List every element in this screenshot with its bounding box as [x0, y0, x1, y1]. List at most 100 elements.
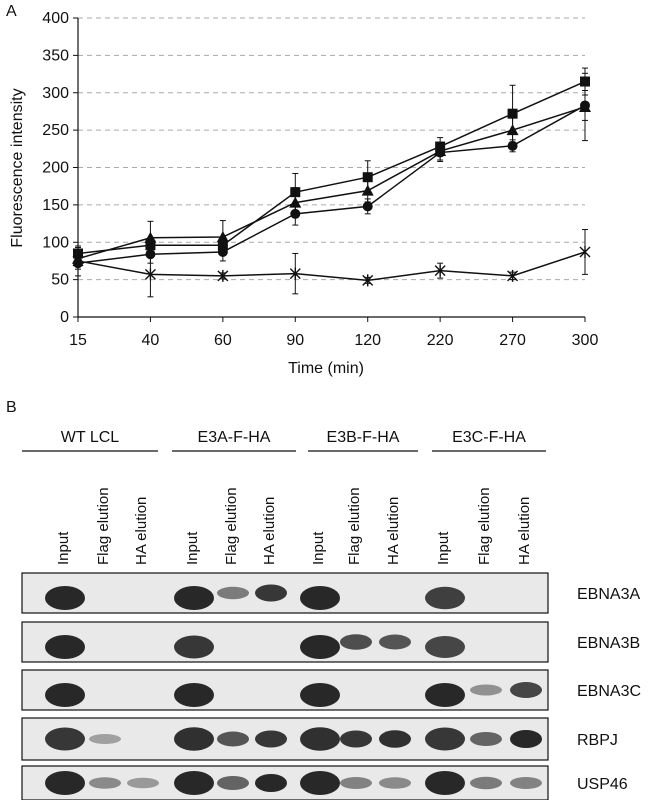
lane-label: Input: [310, 531, 327, 565]
data-point-circle: [217, 246, 228, 257]
series-line: [77, 80, 586, 255]
protein-band: [425, 586, 465, 610]
data-point-triangle: [144, 231, 157, 243]
protein-band: [217, 586, 249, 600]
protein-band: [89, 734, 121, 744]
y-tick-label: 100: [42, 234, 69, 251]
protein-band: [89, 777, 121, 789]
lane-label: Input: [435, 531, 452, 565]
lane-label: HA elution: [133, 497, 150, 565]
data-point-star: [217, 269, 229, 282]
protein-band: [300, 771, 340, 795]
group-label: E3C-F-HA: [452, 429, 526, 446]
protein-band: [510, 777, 542, 789]
x-tick-label: 120: [354, 332, 381, 349]
lane-label: HA elution: [516, 497, 533, 565]
series-star: [72, 229, 591, 298]
protein-band: [174, 771, 214, 795]
protein-band: [217, 776, 249, 790]
protein-band: [45, 683, 85, 707]
data-point-star: [289, 267, 301, 280]
x-tick-label: 220: [427, 332, 454, 349]
lane-label: Input: [184, 531, 201, 565]
data-point-square: [362, 172, 373, 183]
lane-label: Flag elution: [223, 487, 240, 565]
protein-band: [379, 634, 411, 650]
x-tick-label: 60: [214, 332, 232, 349]
blot-background: [21, 621, 549, 663]
protein-band: [255, 730, 287, 748]
lane-label: Flag elution: [346, 487, 363, 565]
blot-strip: [21, 717, 549, 761]
protein-band: [174, 683, 214, 707]
protein-band: [379, 730, 411, 748]
panel-b-label: B: [6, 399, 17, 416]
protein-band: [425, 727, 465, 751]
blot-label: USP46: [577, 776, 628, 793]
protein-band: [425, 771, 465, 795]
data-point-circle: [580, 100, 590, 111]
data-point-circle: [435, 147, 446, 158]
x-tick-label: 40: [142, 332, 160, 349]
group-label: WT LCL: [61, 429, 119, 446]
data-point-circle: [507, 140, 518, 151]
protein-band: [45, 586, 85, 610]
line-chart: 0 50 100 150 200 250 300 350 400 15 40 60 90 120 220 27…: [42, 10, 598, 349]
x-tick-label: 270: [499, 332, 526, 349]
y-tick-label: 150: [42, 197, 69, 214]
series-triangle: [72, 72, 591, 266]
protein-band: [379, 777, 411, 789]
protein-band: [340, 730, 372, 748]
lane-label: Flag elution: [476, 487, 493, 565]
protein-band: [300, 586, 340, 610]
y-tick-label: 350: [42, 47, 69, 64]
protein-band: [174, 635, 214, 659]
y-tick-label: 0: [60, 309, 69, 326]
protein-band: [300, 683, 340, 707]
protein-band: [425, 683, 465, 707]
protein-band: [510, 682, 542, 698]
panel-a-label: A: [6, 3, 17, 20]
series-line: [77, 251, 586, 282]
protein-band: [470, 776, 502, 790]
protein-band: [127, 777, 159, 789]
y-tick-label: 50: [51, 272, 69, 289]
western-blot: WT LCL Input Flag elution HA elution E3A-F-H…: [21, 429, 641, 800]
protein-band: [217, 731, 249, 747]
series-line: [77, 104, 586, 264]
protein-band: [174, 727, 214, 751]
protein-band: [45, 635, 85, 659]
data-point-star: [434, 264, 446, 277]
series-line: [77, 106, 586, 260]
data-point-star: [144, 268, 156, 281]
y-axis-title: Fluorescence intensity: [9, 88, 26, 247]
protein-band: [470, 684, 502, 696]
data-point-circle: [362, 201, 373, 212]
blot-strip: [21, 621, 549, 663]
blot-strip: [21, 669, 549, 711]
data-point-star: [72, 254, 84, 267]
data-point-star: [507, 269, 519, 282]
group-label: E3A-F-HA: [198, 429, 271, 446]
x-tick-label: 15: [69, 332, 87, 349]
x-axis-title: Time (min): [288, 360, 364, 377]
x-tick-label: 300: [572, 332, 599, 349]
lane-label: HA elution: [385, 497, 402, 565]
protein-band: [300, 727, 340, 751]
protein-band: [45, 727, 85, 751]
x-tick-label: 90: [286, 332, 304, 349]
blot-label: EBNA3A: [577, 586, 640, 603]
protein-band: [45, 771, 85, 795]
blot-label: EBNA3B: [577, 635, 640, 652]
protein-band: [340, 777, 372, 789]
y-tick-label: 250: [42, 122, 69, 139]
protein-band: [470, 732, 502, 746]
blot-label: EBNA3C: [577, 683, 641, 700]
protein-band: [174, 586, 214, 610]
blot-strip: [21, 572, 549, 614]
blot-label: RBPJ: [577, 732, 618, 749]
y-tick-label: 300: [42, 85, 69, 102]
protein-band: [300, 635, 340, 659]
lane-label: Input: [55, 531, 72, 565]
